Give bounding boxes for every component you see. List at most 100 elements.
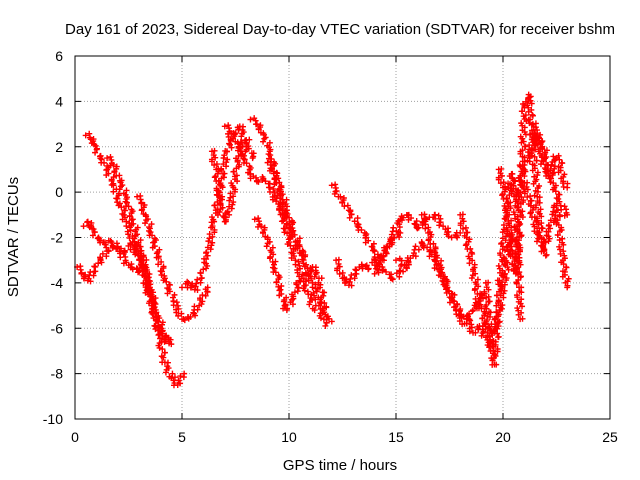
data-point xyxy=(501,281,508,288)
data-point xyxy=(219,193,226,200)
data-point xyxy=(234,178,241,185)
chart-title: Day 161 of 2023, Sidereal Day-to-day VTE… xyxy=(65,21,615,38)
data-point xyxy=(519,135,526,142)
data-point xyxy=(534,198,541,205)
data-point xyxy=(454,301,461,308)
data-point xyxy=(272,269,279,276)
data-point xyxy=(221,123,228,130)
data-point xyxy=(521,161,528,168)
data-point xyxy=(497,170,504,177)
data-point xyxy=(322,322,329,329)
data-point xyxy=(531,153,538,160)
data-point xyxy=(460,225,467,232)
data-point xyxy=(305,272,312,279)
data-point xyxy=(514,225,521,232)
data-point xyxy=(508,181,515,188)
data-point xyxy=(92,142,99,149)
data-point xyxy=(294,243,301,250)
data-point xyxy=(111,169,118,176)
data-point xyxy=(479,330,486,337)
data-point xyxy=(383,244,390,251)
data-point xyxy=(524,102,531,109)
data-point xyxy=(296,235,303,242)
y-axis-label: SDTVAR / TECUs xyxy=(5,177,22,297)
data-point xyxy=(123,223,130,230)
data-point xyxy=(388,275,395,282)
data-point xyxy=(278,192,285,199)
data-point xyxy=(468,249,475,256)
data-point xyxy=(163,366,170,373)
data-point xyxy=(485,293,492,300)
data-point xyxy=(323,319,330,326)
data-point xyxy=(260,138,267,145)
data-points xyxy=(74,91,572,389)
data-point xyxy=(502,262,509,269)
data-point xyxy=(548,161,555,168)
data-point xyxy=(149,232,156,239)
data-point xyxy=(223,159,230,166)
data-point xyxy=(490,343,497,350)
data-point xyxy=(225,122,232,129)
data-point xyxy=(208,242,215,249)
data-point xyxy=(516,196,523,203)
data-point xyxy=(291,289,298,296)
data-point xyxy=(150,289,157,296)
data-point xyxy=(497,180,504,187)
data-point xyxy=(129,239,136,246)
data-point xyxy=(526,142,533,149)
data-point xyxy=(259,230,266,237)
data-point xyxy=(231,173,238,180)
data-point xyxy=(478,332,485,339)
data-point xyxy=(503,213,510,220)
series-arc-16 xyxy=(418,211,496,350)
data-point xyxy=(264,159,271,166)
data-point xyxy=(537,206,544,213)
data-point xyxy=(457,306,464,313)
data-point xyxy=(205,238,212,245)
data-point xyxy=(156,246,163,253)
data-point xyxy=(465,253,472,260)
data-point xyxy=(365,265,372,272)
series-arc-22 xyxy=(529,120,571,191)
data-point xyxy=(515,237,522,244)
data-point xyxy=(198,301,205,308)
data-point xyxy=(122,191,129,198)
y-tick-label: -6 xyxy=(51,320,64,336)
data-point xyxy=(86,134,93,141)
data-point xyxy=(272,258,279,265)
data-point xyxy=(166,281,173,288)
data-point xyxy=(440,273,447,280)
data-point xyxy=(394,220,401,227)
data-point xyxy=(148,221,155,228)
data-point xyxy=(328,182,335,189)
data-point xyxy=(354,215,361,222)
data-point xyxy=(526,158,533,165)
data-point xyxy=(521,188,528,195)
data-point xyxy=(328,318,335,325)
data-point xyxy=(92,263,99,270)
data-point xyxy=(211,174,218,181)
data-point xyxy=(289,301,296,308)
data-point xyxy=(219,170,226,177)
data-point xyxy=(323,303,330,310)
plot-frame xyxy=(74,55,611,420)
data-point xyxy=(217,181,224,188)
data-point xyxy=(255,178,262,185)
x-tick-label: 15 xyxy=(388,429,404,445)
data-point xyxy=(220,155,227,162)
data-point xyxy=(224,156,231,163)
data-point xyxy=(208,156,215,163)
data-point xyxy=(107,153,114,160)
data-point xyxy=(508,217,515,224)
data-point xyxy=(179,316,185,323)
data-point xyxy=(483,305,490,312)
data-point xyxy=(321,289,328,296)
data-point xyxy=(289,221,296,228)
data-point xyxy=(419,219,426,226)
data-point xyxy=(224,209,231,216)
data-point xyxy=(515,204,522,211)
data-point xyxy=(561,171,568,178)
data-point xyxy=(520,113,527,120)
data-point xyxy=(401,261,408,268)
series-arc-05 xyxy=(134,192,211,324)
